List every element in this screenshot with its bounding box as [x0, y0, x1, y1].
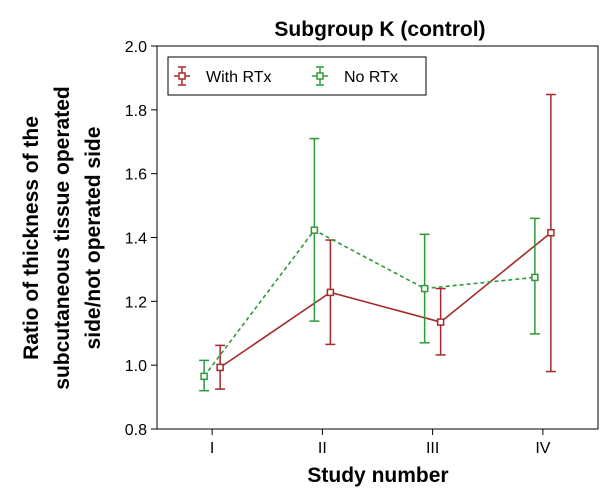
y-tick-label: 1.8 — [125, 103, 147, 120]
data-point — [200, 372, 208, 381]
legend-symbol-0 — [174, 66, 190, 86]
chart-title: Subgroup K (control) — [274, 18, 485, 41]
legend-symbol-1 — [312, 66, 328, 86]
legend-label: With RTx — [206, 69, 271, 86]
y-tick-label: 1.6 — [125, 167, 147, 184]
data-point — [420, 284, 429, 293]
x-axis-label: Study number — [307, 464, 448, 487]
legend-label: No RTx — [344, 69, 398, 86]
data-point — [436, 318, 445, 326]
y-axis-label-line: side/not operated side — [82, 127, 105, 350]
series-0 — [215, 93, 556, 390]
x-axis: I II III IV — [210, 429, 551, 457]
data-point — [310, 226, 319, 234]
x-tick-label: IV — [535, 440, 550, 457]
y-tick-label: 1.2 — [125, 294, 147, 311]
series-1 — [199, 137, 540, 392]
y-axis-label-line: subcutaneous tissue operated — [51, 86, 74, 389]
legend-marker — [178, 72, 186, 80]
legend: With RTx No RTx — [167, 56, 427, 96]
y-axis: 0.8 1.0 1.2 1.4 1.6 1.8 2.0 — [125, 39, 157, 439]
y-axis-label-line: Ratio of thickness of the — [20, 116, 43, 360]
series-line — [203, 229, 535, 377]
legend-marker — [316, 72, 324, 80]
x-tick-label: III — [426, 440, 439, 457]
plot-area — [156, 45, 599, 430]
data-point — [547, 228, 555, 237]
y-tick-label: 2.0 — [125, 39, 147, 56]
x-tick-label: II — [318, 440, 327, 457]
y-tick-label: 1.0 — [125, 358, 147, 375]
data-point — [531, 273, 539, 282]
series-layer — [199, 93, 556, 392]
data-point — [216, 363, 224, 372]
y-tick-label: 1.4 — [125, 231, 147, 248]
x-tick-label: I — [210, 440, 214, 457]
legend-box — [167, 56, 427, 96]
data-point — [326, 288, 335, 297]
series-line — [219, 232, 552, 369]
y-tick-label: 0.8 — [125, 422, 147, 439]
y-axis-label: Ratio of thickness of the subcutaneous ti… — [20, 86, 105, 389]
